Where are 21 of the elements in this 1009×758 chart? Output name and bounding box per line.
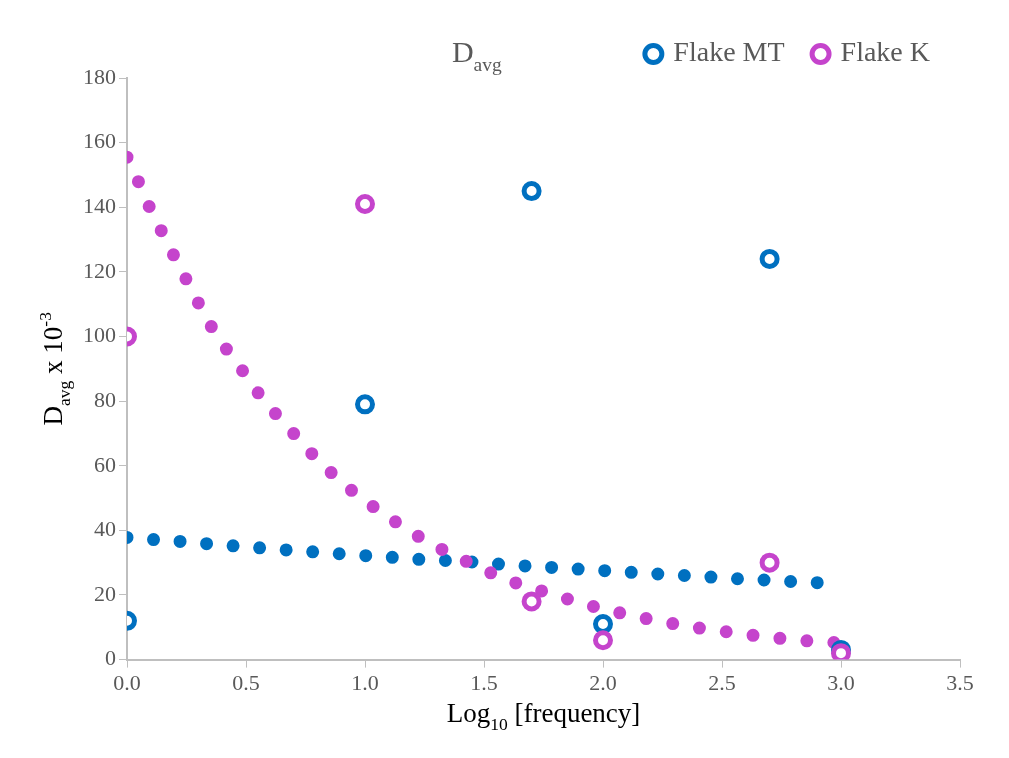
x-tick-label: 2.5 — [708, 669, 736, 695]
x-tick-label: 0.0 — [113, 669, 141, 695]
legend-label: Flake MT — [673, 36, 785, 68]
y-tick-label: 140 — [83, 193, 116, 219]
legend-label: Flake K — [840, 36, 931, 68]
y-tick-label: 180 — [83, 63, 116, 89]
x-tick-label: 0.5 — [232, 669, 260, 695]
x-tick-label: 3.5 — [946, 669, 974, 695]
y-tick-label: 60 — [94, 451, 116, 477]
y-tick-label: 120 — [83, 257, 116, 283]
x-tick-label: 2.0 — [589, 669, 617, 695]
y-tick-label: 160 — [83, 128, 116, 154]
x-tick-label: 3.0 — [827, 669, 855, 695]
x-tick-label: 1.5 — [470, 669, 498, 695]
y-tick-label: 0 — [105, 645, 116, 671]
y-tick-label: 100 — [83, 322, 116, 348]
y-axis-title: Davg x 10-3 — [35, 311, 75, 426]
y-tick-label: 80 — [94, 386, 116, 412]
y-tick-label: 20 — [94, 580, 116, 606]
y-tick-label: 40 — [94, 516, 116, 542]
x-tick-label: 1.0 — [351, 669, 379, 695]
